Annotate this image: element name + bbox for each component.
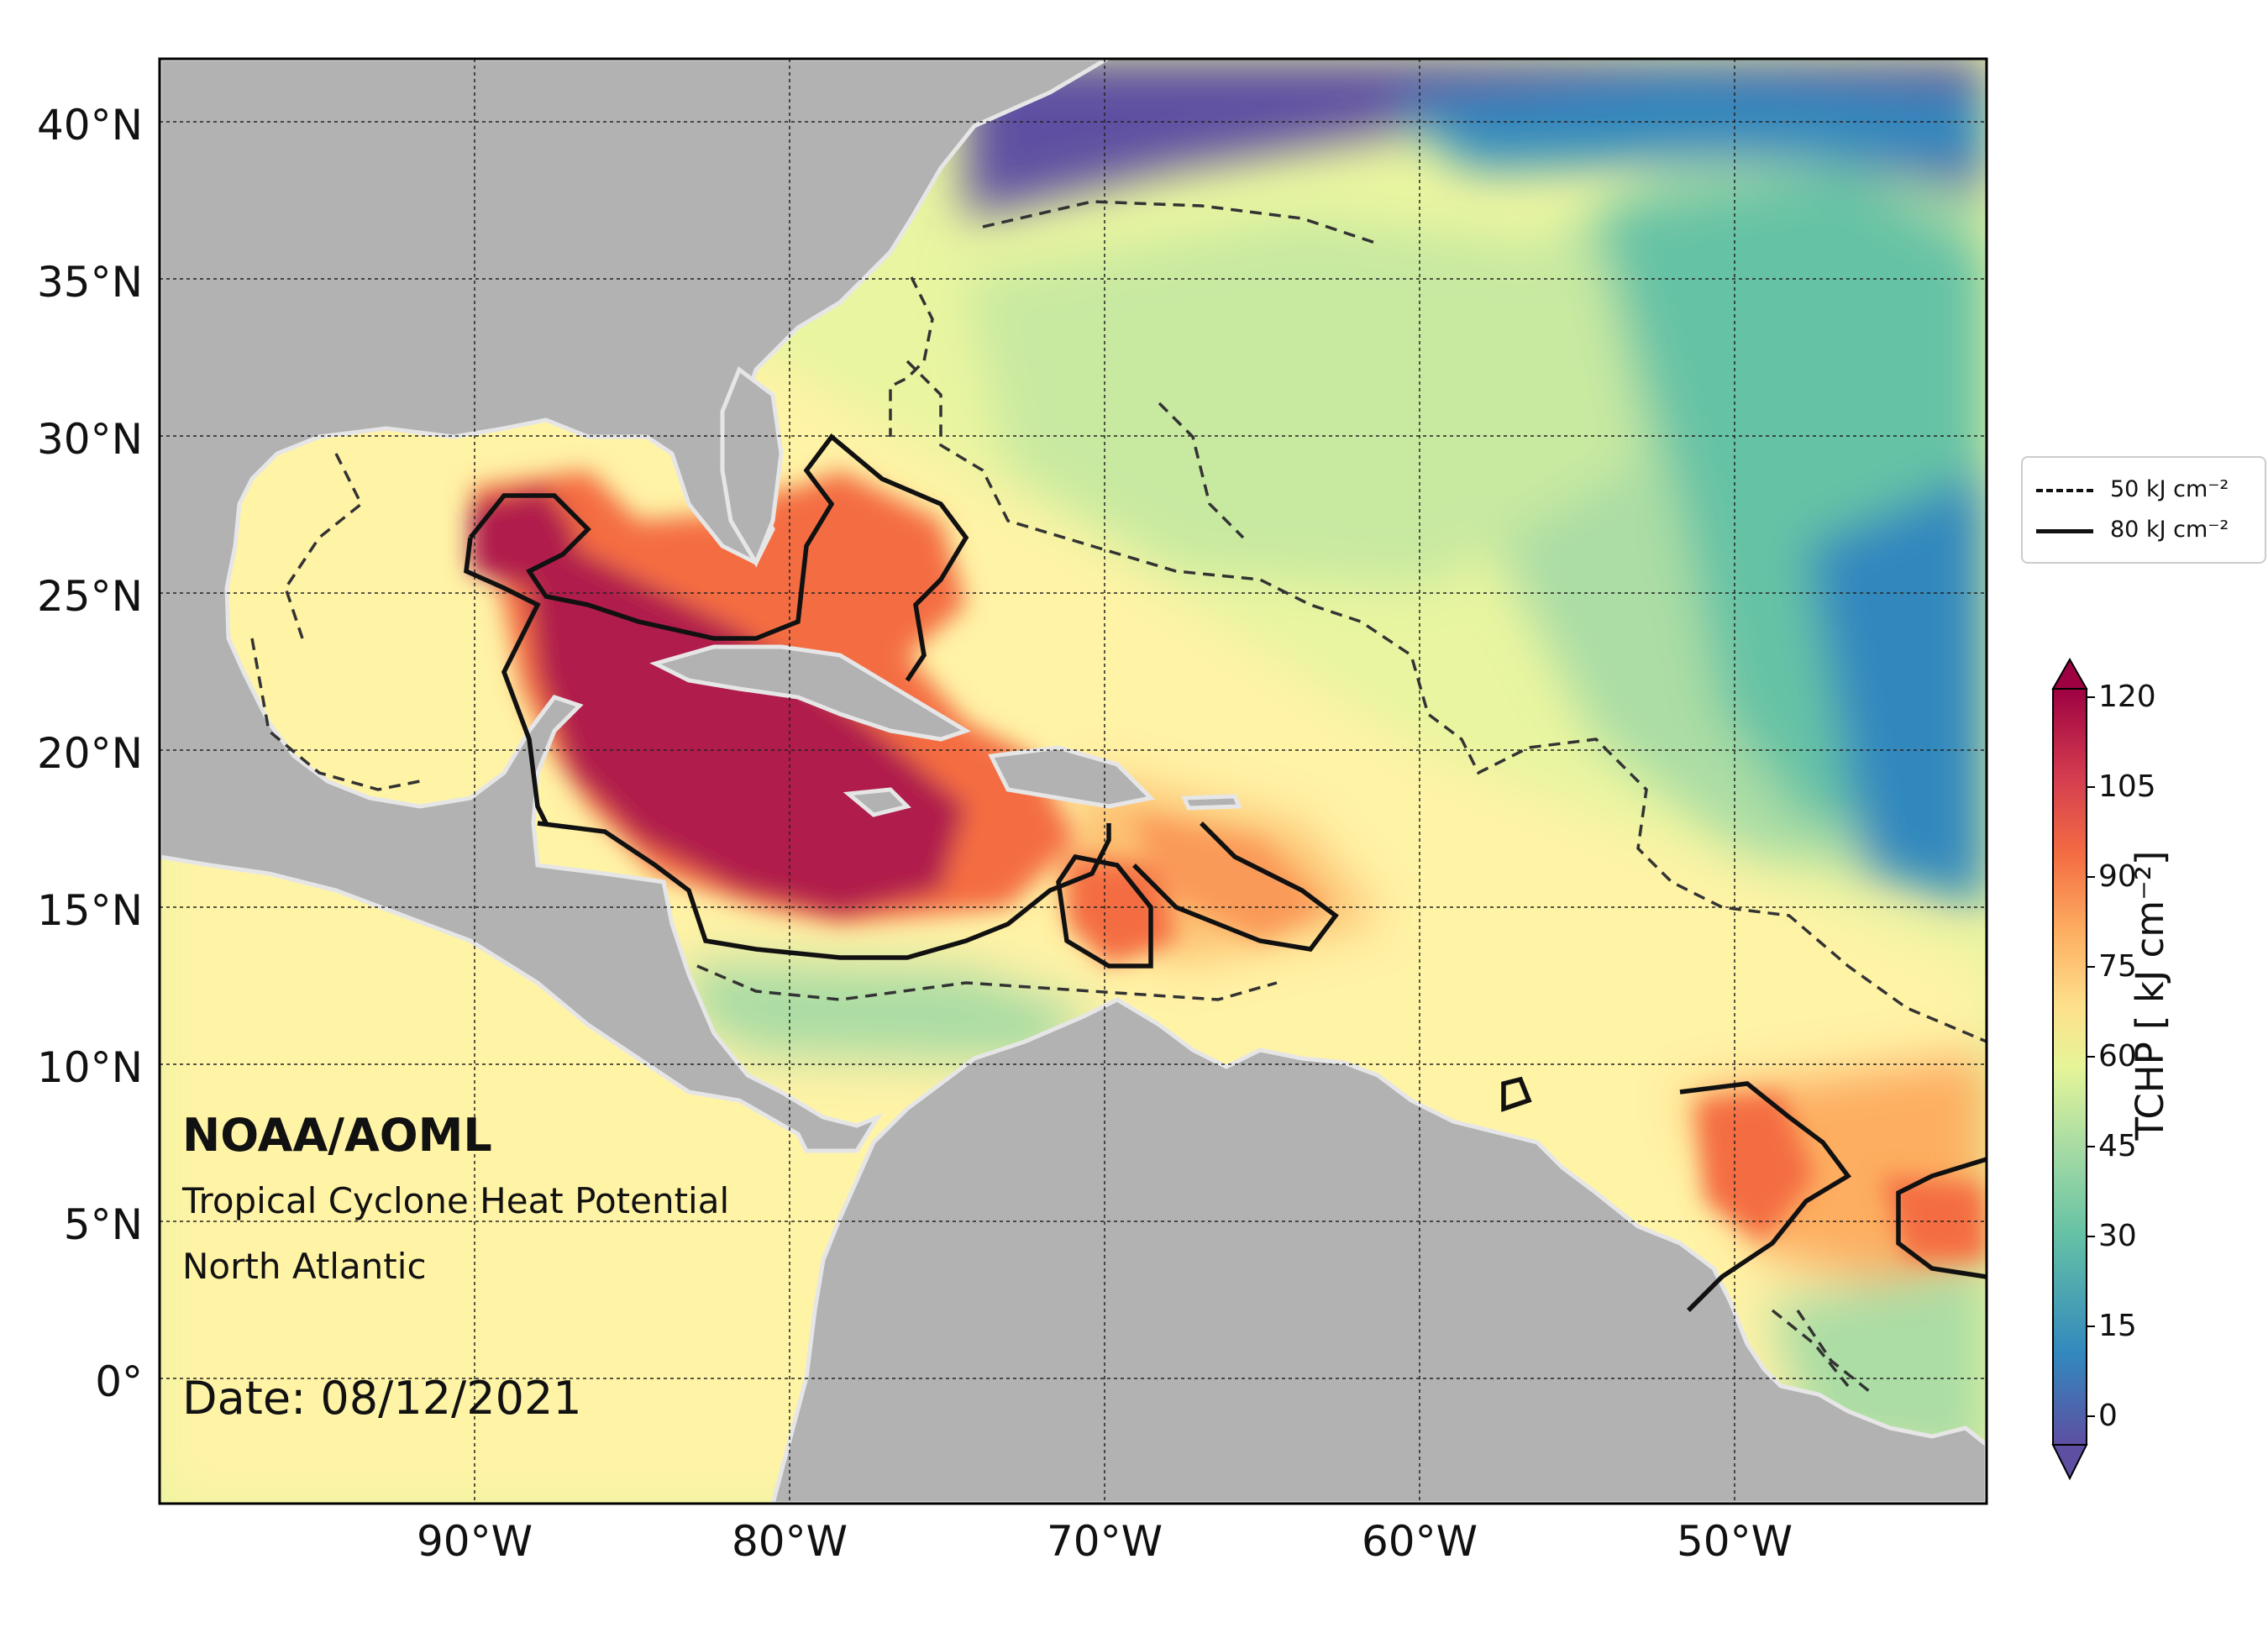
jamaica [843,787,911,817]
contour-50 [250,200,1987,1396]
cuba [649,644,971,742]
lon-label-50w: 50°W [1676,1517,1793,1566]
colorbar-tick-15: 15 [2098,1309,2137,1343]
organization-title: NOAA/AOML [182,1109,492,1162]
lat-label-30n: 30°N [36,415,143,464]
contour-80 [464,433,1987,1312]
product-name: Tropical Cyclone Heat Potential [182,1180,730,1221]
colorbar-title: TCHP [ kJ cm⁻²] [2128,850,2172,1141]
lat-label-5n: 5°N [63,1200,143,1249]
dashed-line-icon [2036,489,2093,492]
colorbar-tick-120: 120 [2098,680,2156,714]
colorbar-tick-30: 30 [2098,1219,2137,1253]
legend-label-50: 50 kJ cm⁻² [2110,476,2229,502]
lat-label-20n: 20°N [36,729,143,778]
lon-label-60w: 60°W [1361,1517,1478,1566]
plot-frame [158,57,1988,1505]
legend-item-50: 50 kJ cm⁻² [2036,473,2255,507]
map-plot-area [160,59,1987,1504]
solid-line-icon [2036,529,2093,533]
colorbar-tick-75: 75 [2098,949,2137,984]
region-name: North Atlantic [182,1246,427,1287]
legend-label-80: 80 kJ cm⁻² [2110,517,2229,543]
date-label: Date: 08/12/2021 [182,1372,582,1425]
lat-label-10n: 10°N [36,1043,143,1092]
colorbar-tick-90: 90 [2098,859,2137,894]
graticule [160,59,1987,1504]
lon-label-70w: 70°W [1046,1517,1163,1566]
puerto-rico [1181,794,1242,811]
lat-label-15n: 15°N [36,886,143,935]
florida [720,366,784,568]
lat-label-40n: 40°N [36,101,143,150]
south-america-land [770,997,1987,1504]
lat-label-0: 0° [95,1357,143,1406]
info-box: NOAA/AOML Tropical Cyclone Heat Potentia… [160,1092,798,1495]
colorbar-tick-0: 0 [2098,1399,2118,1433]
colorbar-tick-105: 105 [2098,769,2156,804]
colorbar [2051,657,2095,1481]
colorbar-tick-45: 45 [2098,1129,2137,1163]
legend-item-80: 80 kJ cm⁻² [2036,513,2255,547]
colorbar-tick-60: 60 [2098,1039,2137,1074]
contour-legend: 50 kJ cm⁻² 80 kJ cm⁻² [2021,456,2266,564]
lon-label-80w: 80°W [731,1517,848,1566]
land-masses [160,59,1987,1504]
lat-label-25n: 25°N [36,572,143,621]
lon-label-90w: 90°W [416,1517,533,1566]
lat-label-35n: 35°N [36,258,143,307]
